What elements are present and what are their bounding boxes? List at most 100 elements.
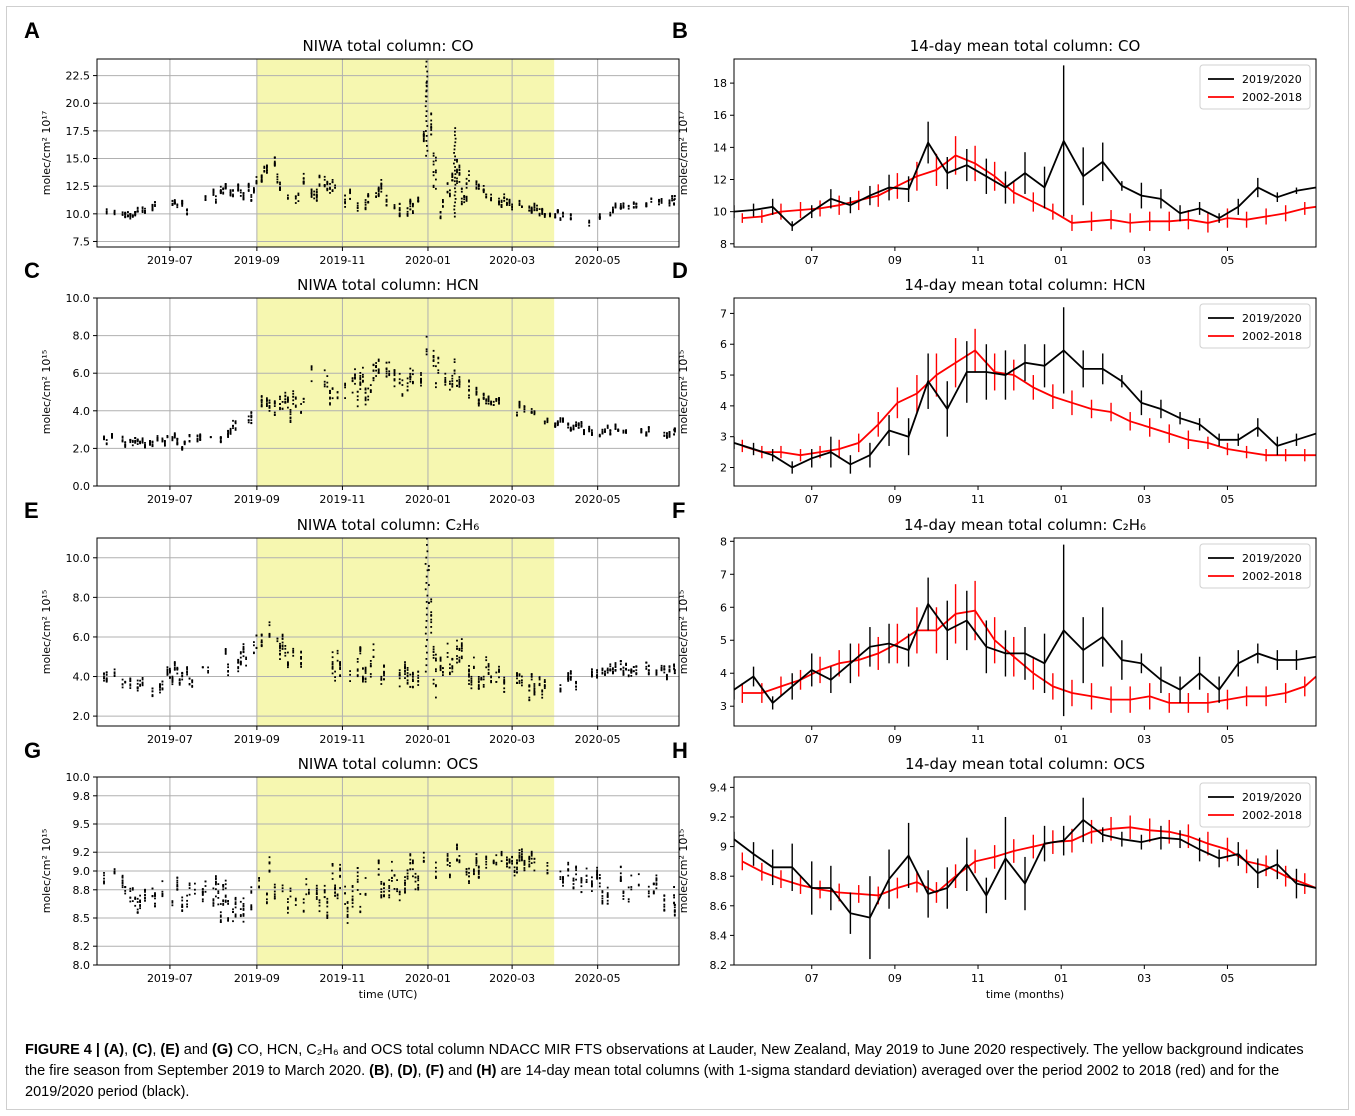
data-point xyxy=(159,691,161,694)
data-point xyxy=(454,127,457,129)
chart-title: NIWA total column: HCN xyxy=(297,276,479,294)
data-point xyxy=(533,410,536,413)
series-line xyxy=(742,349,1316,457)
data-point xyxy=(454,187,456,190)
data-point xyxy=(103,672,105,675)
data-point xyxy=(490,198,492,201)
data-point xyxy=(302,898,305,901)
data-point xyxy=(477,188,480,190)
data-point xyxy=(559,219,562,221)
y-tick-label: 8.4 xyxy=(710,929,728,942)
data-point xyxy=(449,673,451,676)
data-point xyxy=(426,544,428,546)
data-point xyxy=(406,672,409,674)
data-point xyxy=(141,683,144,686)
data-point xyxy=(326,189,329,192)
data-point xyxy=(647,664,650,667)
data-point xyxy=(409,198,412,201)
data-point xyxy=(442,671,444,673)
data-point xyxy=(356,867,359,869)
data-point xyxy=(518,854,521,857)
data-point xyxy=(253,187,255,189)
data-point xyxy=(139,440,141,443)
data-point xyxy=(598,216,601,218)
data-point xyxy=(380,895,383,898)
data-point xyxy=(281,633,284,636)
data-point xyxy=(530,209,533,212)
data-point xyxy=(569,677,572,680)
data-point xyxy=(460,642,463,645)
data-point xyxy=(645,202,648,205)
data-point xyxy=(144,889,146,891)
data-point xyxy=(619,205,622,208)
data-point xyxy=(186,213,188,215)
data-point xyxy=(647,669,650,672)
data-point xyxy=(258,877,260,879)
data-point xyxy=(482,185,485,187)
data-point xyxy=(432,174,435,177)
data-point xyxy=(556,420,559,423)
data-point xyxy=(430,119,433,122)
data-point xyxy=(430,618,433,621)
data-point xyxy=(521,675,523,678)
data-point xyxy=(204,890,207,893)
data-point xyxy=(305,893,308,896)
data-point xyxy=(129,679,132,682)
data-point xyxy=(297,192,300,195)
data-point xyxy=(129,887,132,890)
data-point xyxy=(622,431,625,434)
data-point xyxy=(635,206,638,209)
data-point xyxy=(652,892,655,895)
plot-area xyxy=(103,335,676,451)
data-point xyxy=(234,421,237,423)
x-tick-label: 11 xyxy=(971,733,985,746)
data-point xyxy=(601,901,604,904)
data-point xyxy=(266,405,268,407)
data-point xyxy=(477,681,480,684)
data-point xyxy=(141,206,144,209)
data-point xyxy=(437,372,440,374)
x-tick-label: 09 xyxy=(888,972,902,985)
data-point xyxy=(217,883,220,885)
data-point xyxy=(609,668,612,671)
data-point xyxy=(530,410,533,413)
data-point xyxy=(426,550,429,553)
data-point xyxy=(546,420,549,422)
data-point xyxy=(239,914,242,916)
data-point xyxy=(194,882,196,885)
data-point xyxy=(412,675,414,678)
data-point xyxy=(196,435,199,438)
data-point xyxy=(239,660,242,663)
data-point xyxy=(383,671,385,674)
data-point xyxy=(260,639,263,642)
data-point xyxy=(323,889,326,891)
data-point xyxy=(364,391,367,394)
data-point xyxy=(181,448,184,451)
data-point xyxy=(151,887,154,890)
data-point xyxy=(279,183,281,186)
data-point xyxy=(609,211,612,214)
data-point xyxy=(645,431,648,434)
data-point xyxy=(562,877,564,879)
x-tick-label: 2019-07 xyxy=(147,733,193,746)
x-tick-label: 03 xyxy=(1137,493,1151,506)
data-point xyxy=(141,207,144,210)
data-point xyxy=(103,437,105,440)
data-point xyxy=(470,678,473,680)
data-point xyxy=(663,898,666,901)
y-tick-label: 10.0 xyxy=(66,208,91,221)
data-point xyxy=(315,194,318,196)
data-point xyxy=(186,671,188,673)
data-point xyxy=(263,167,266,169)
data-point xyxy=(598,214,601,217)
data-point xyxy=(630,668,633,671)
data-point xyxy=(480,676,483,679)
data-point xyxy=(556,209,559,212)
data-point xyxy=(250,419,253,422)
data-point xyxy=(518,402,521,405)
data-point xyxy=(559,417,562,420)
data-point xyxy=(453,212,456,214)
data-point xyxy=(453,358,456,361)
data-point xyxy=(546,864,549,867)
data-point xyxy=(663,905,666,908)
